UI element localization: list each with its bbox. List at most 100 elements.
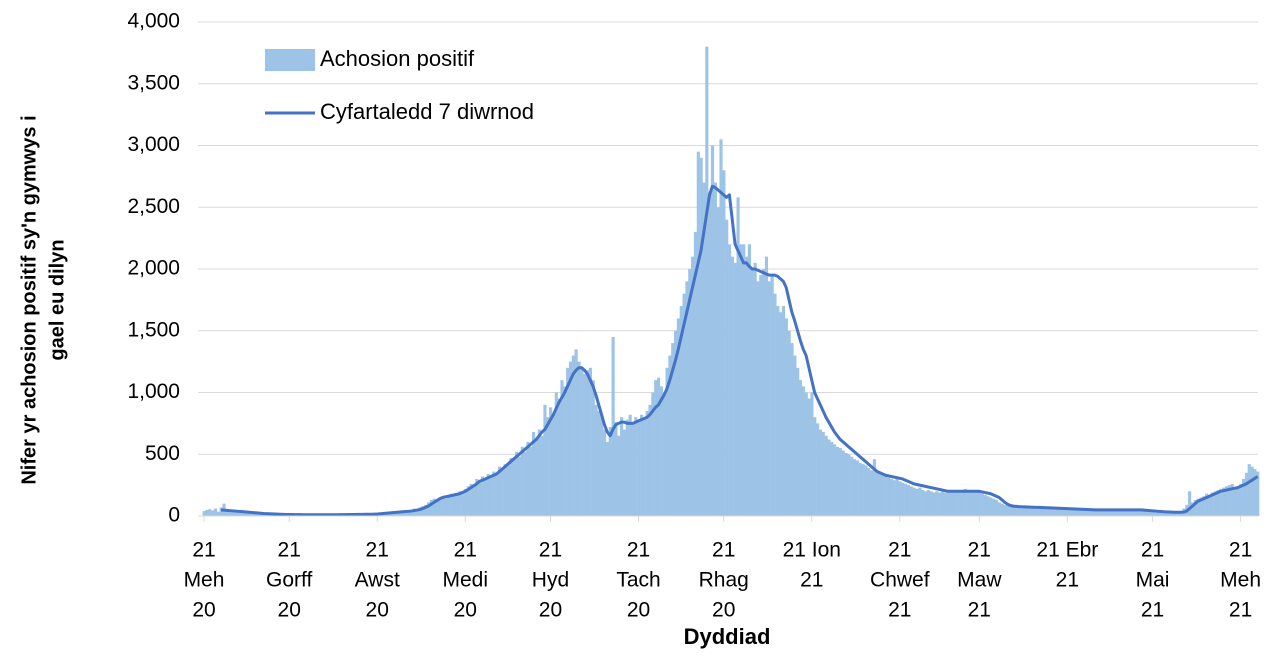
bar	[793, 355, 797, 516]
bar	[912, 487, 916, 516]
bar	[404, 511, 408, 516]
bar	[756, 281, 760, 516]
bar	[1247, 464, 1251, 516]
bar	[1063, 508, 1067, 516]
bar	[1136, 509, 1141, 516]
bar	[1097, 509, 1101, 516]
bar	[753, 262, 757, 516]
bar	[676, 318, 680, 516]
bar	[250, 513, 254, 516]
bar	[588, 367, 592, 516]
bar	[1142, 510, 1146, 516]
bar	[1060, 508, 1064, 516]
bar	[585, 370, 590, 516]
bar	[1037, 507, 1041, 516]
bar	[878, 474, 882, 516]
bar	[597, 411, 601, 516]
bar	[1156, 511, 1160, 516]
bar	[739, 244, 743, 517]
bar	[628, 414, 632, 516]
x-axis-title: Dyddiad	[684, 624, 771, 649]
y-tick-label: 0	[168, 504, 180, 527]
bar	[225, 511, 229, 516]
bar	[603, 429, 607, 516]
bar	[1114, 510, 1118, 516]
bar	[523, 451, 527, 516]
bar	[699, 157, 703, 516]
x-tick-label: 21	[1056, 569, 1079, 592]
bar	[242, 512, 246, 516]
bar	[480, 476, 485, 516]
bar	[469, 483, 473, 516]
bar	[466, 486, 470, 516]
x-tick-label: 21	[968, 539, 991, 562]
bar	[745, 256, 749, 516]
bar	[713, 182, 717, 517]
x-tick-label: 21	[888, 599, 911, 622]
bar	[869, 470, 874, 516]
bar	[262, 514, 266, 516]
bar	[656, 377, 661, 516]
bar	[1213, 491, 1217, 516]
x-tick-label: 20	[712, 599, 735, 622]
bar	[847, 454, 851, 516]
bar	[966, 491, 970, 516]
bar	[1009, 506, 1013, 516]
bar	[1051, 508, 1055, 516]
bar	[864, 465, 868, 516]
bar	[1151, 511, 1155, 516]
x-tick-label: 21	[1141, 539, 1164, 562]
bar	[835, 446, 840, 516]
x-tick-label: 21	[539, 539, 562, 562]
bar	[935, 491, 939, 516]
bar	[645, 411, 649, 516]
bar	[708, 194, 712, 516]
bar	[532, 432, 536, 516]
x-tick-label: Meh	[1220, 569, 1261, 592]
bar	[875, 472, 879, 516]
bar	[963, 488, 967, 516]
bar	[904, 483, 908, 516]
bar	[622, 429, 627, 516]
bar	[449, 493, 453, 516]
bar	[688, 269, 692, 516]
bar	[1162, 512, 1166, 516]
bar	[398, 512, 402, 516]
bar	[810, 392, 814, 516]
bar	[855, 460, 859, 516]
bar	[796, 367, 800, 516]
bar	[205, 509, 209, 516]
bar	[1190, 502, 1195, 516]
bar	[1006, 505, 1010, 516]
bar	[1134, 510, 1138, 516]
bar	[1196, 498, 1200, 516]
bar	[889, 478, 893, 516]
bar	[1071, 509, 1075, 516]
bar	[216, 511, 220, 516]
bar	[1057, 508, 1061, 516]
bar	[867, 467, 871, 516]
bar	[901, 482, 905, 516]
bar	[1074, 509, 1078, 516]
bar	[1017, 506, 1021, 516]
bar	[781, 306, 786, 516]
bar	[1054, 508, 1058, 516]
bar	[887, 477, 891, 516]
x-tick-label: Awst	[355, 569, 400, 592]
bar	[960, 490, 964, 516]
bar	[486, 474, 490, 516]
bar	[997, 502, 1001, 516]
bar	[773, 293, 777, 516]
bar	[512, 459, 516, 516]
bar	[228, 511, 232, 516]
bar	[1207, 495, 1212, 516]
bar	[824, 435, 828, 516]
bar	[620, 417, 624, 516]
bar	[1068, 509, 1072, 516]
bar	[1108, 509, 1112, 516]
bar	[790, 343, 794, 516]
x-tick-label: 21	[1141, 599, 1164, 622]
bar	[1020, 507, 1024, 516]
bar	[608, 427, 612, 516]
